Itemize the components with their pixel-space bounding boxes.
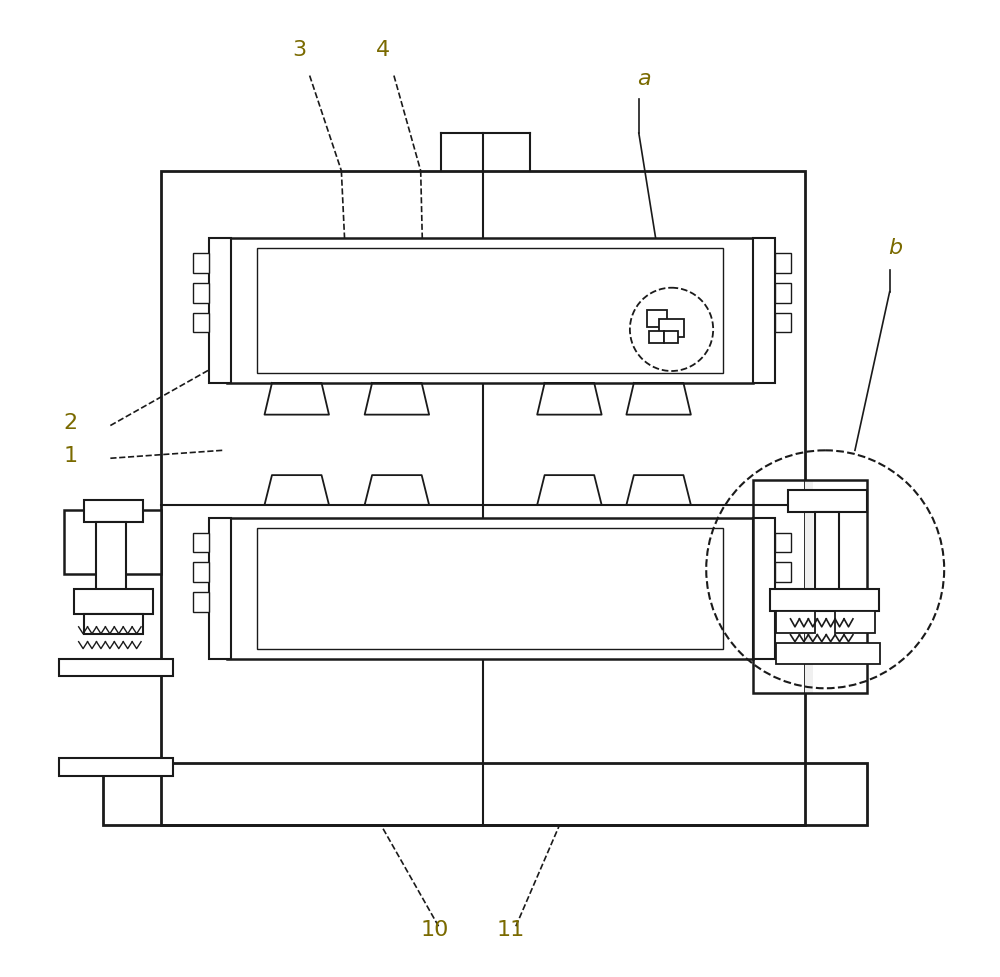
Bar: [770, 589, 879, 611]
Bar: [815, 512, 839, 591]
Bar: [647, 310, 667, 327]
Bar: [257, 528, 723, 649]
Bar: [649, 331, 664, 343]
Bar: [103, 763, 867, 826]
Text: 3: 3: [292, 40, 306, 60]
Text: b: b: [889, 238, 903, 258]
Bar: [753, 480, 867, 694]
Text: 1: 1: [64, 446, 78, 466]
Bar: [775, 563, 791, 582]
Bar: [74, 589, 153, 614]
Bar: [59, 658, 173, 676]
Bar: [193, 253, 209, 273]
Text: 10: 10: [421, 920, 449, 940]
Bar: [775, 282, 791, 303]
Bar: [227, 518, 753, 658]
Bar: [788, 490, 867, 512]
Bar: [193, 313, 209, 332]
Bar: [775, 592, 791, 612]
Text: a: a: [637, 69, 650, 90]
Bar: [209, 518, 231, 658]
Bar: [161, 171, 805, 826]
Bar: [257, 248, 723, 373]
Bar: [776, 611, 815, 633]
Bar: [193, 532, 209, 552]
Bar: [59, 758, 173, 776]
Bar: [776, 643, 880, 664]
Bar: [193, 282, 209, 303]
Bar: [753, 518, 775, 658]
Bar: [64, 510, 161, 574]
Bar: [84, 500, 143, 522]
Bar: [193, 563, 209, 582]
Bar: [193, 592, 209, 612]
Bar: [775, 253, 791, 273]
Bar: [209, 238, 231, 383]
Bar: [753, 238, 775, 383]
Text: 2: 2: [64, 412, 78, 433]
Bar: [96, 522, 126, 591]
Bar: [835, 611, 875, 633]
Bar: [775, 532, 791, 552]
Text: 11: 11: [497, 920, 525, 940]
Bar: [84, 614, 143, 634]
Bar: [659, 319, 684, 337]
Bar: [227, 238, 753, 383]
Text: 4: 4: [376, 40, 390, 60]
Bar: [805, 480, 813, 694]
Bar: [775, 313, 791, 332]
Bar: [664, 331, 678, 343]
